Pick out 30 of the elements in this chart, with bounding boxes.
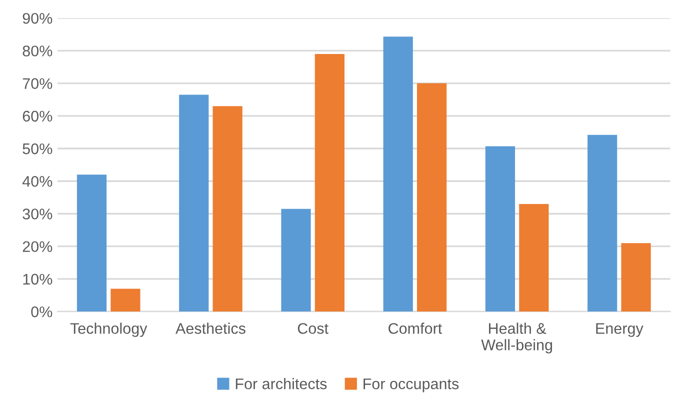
y-tick-label: 30% [22,208,52,220]
y-tick-label: 80% [22,46,52,56]
legend-label: For architects [236,378,327,390]
y-tick-label: 70% [22,78,52,89]
y-tick-label: 10% [23,274,52,285]
bar [110,288,140,312]
x-tick-label: Aesthetics [176,322,246,334]
x-tick-label: Comfort [388,322,442,334]
x-tick-label: Energy [596,323,644,337]
y-tick-label: 0% [31,306,52,318]
bar [383,36,413,312]
bar [485,146,516,312]
bar [314,54,344,312]
bar [416,83,447,312]
bar [179,94,209,312]
bar [588,134,618,312]
x-tick-label: Health & Well-being [481,322,552,354]
bar [76,174,107,312]
y-tick-label: 60% [22,110,52,122]
x-tick-label: Cost [298,323,328,334]
y-tick-label: 50% [22,143,52,154]
bar [281,208,311,312]
y-tick-label: 20% [22,241,52,252]
bar [519,204,549,312]
bar [212,106,242,312]
bar [621,243,651,312]
x-tick-label: Technology [70,322,148,337]
legend-label: For occupants [364,378,459,392]
y-tick-label: 40% [22,176,52,187]
y-tick-label: 90% [22,12,52,24]
